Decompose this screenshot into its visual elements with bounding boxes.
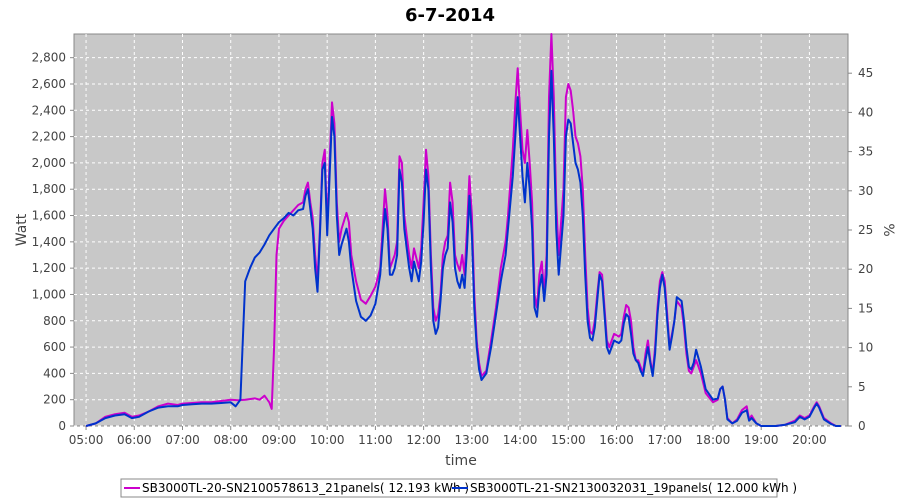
y-tick-label: 400 xyxy=(43,366,66,380)
y2-tick-label: 20 xyxy=(858,262,873,276)
x-tick-label: 10:00 xyxy=(310,433,345,447)
x-tick-label: 15:00 xyxy=(551,433,586,447)
legend-label-series-1: SB3000TL-20-SN2100578613_21panels( 12.19… xyxy=(142,481,469,495)
y2-tick-label: 10 xyxy=(858,341,873,355)
x-tick-label: 18:00 xyxy=(696,433,731,447)
x-axis: 05:00 06:00 07:00 08:00 09:00 10:00 11:00 12:00… xyxy=(69,426,827,447)
x-tick-label: 06:00 xyxy=(117,433,152,447)
series-line-2 xyxy=(85,69,841,427)
y2-tick-label: 45 xyxy=(858,66,873,80)
y2-tick-label: 40 xyxy=(858,105,873,119)
y-axis: 0 200 400 600 800 1,000 1,200 1,400 1,600 1,800 2,… xyxy=(32,51,74,433)
x-tick-label: 12:00 xyxy=(406,433,441,447)
y-tick-label: 1,800 xyxy=(32,182,66,196)
y2-tick-label: 35 xyxy=(858,145,873,159)
y-tick-label: 1,600 xyxy=(32,209,66,223)
y-tick-label: 1,400 xyxy=(32,235,66,249)
x-tick-label: 13:00 xyxy=(455,433,490,447)
y-tick-label: 200 xyxy=(43,393,66,407)
y2-tick-label: 0 xyxy=(858,419,866,433)
legend: SB3000TL-20-SN2100578613_21panels( 12.19… xyxy=(120,478,797,498)
y-tick-label: 600 xyxy=(43,340,66,354)
y-tick-label: 2,800 xyxy=(32,51,66,65)
legend-box xyxy=(120,478,778,498)
y-tick-label: 2,200 xyxy=(32,130,66,144)
y-tick-label: 2,600 xyxy=(32,77,66,91)
chart-title: 6-7-2014 xyxy=(405,5,495,26)
y-tick-label: 2,000 xyxy=(32,156,66,170)
x-tick-label: 16:00 xyxy=(599,433,634,447)
x-tick-label: 20:00 xyxy=(792,433,827,447)
y2-axis: 0 5 10 15 20 25 30 35 40 45 xyxy=(848,66,873,433)
y-tick-label: 2,400 xyxy=(32,103,66,117)
plot-area xyxy=(73,33,849,427)
y-axis-label: Watt xyxy=(14,213,30,246)
y2-axis-label: % xyxy=(880,223,896,236)
series-group xyxy=(85,33,841,427)
x-tick-label: 14:00 xyxy=(503,433,538,447)
y2-tick-label: 15 xyxy=(858,301,873,315)
x-tick-label: 07:00 xyxy=(165,433,200,447)
y2-tick-label: 5 xyxy=(858,380,866,394)
legend-label-series-2: SB3000TL-21-SN2130032031_19panels( 12.00… xyxy=(470,481,797,495)
x-tick-label: 11:00 xyxy=(358,433,393,447)
y-tick-label: 1,200 xyxy=(32,261,66,275)
x-tick-label: 05:00 xyxy=(69,433,104,447)
y2-tick-label: 25 xyxy=(858,223,873,237)
x-tick-label: 19:00 xyxy=(744,433,779,447)
y-tick-label: 1,000 xyxy=(32,287,66,301)
x-tick-label: 09:00 xyxy=(262,433,297,447)
x-tick-label: 08:00 xyxy=(213,433,248,447)
x-tick-label: 17:00 xyxy=(647,433,682,447)
y-tick-label: 0 xyxy=(58,419,66,433)
y-tick-label: 800 xyxy=(43,314,66,328)
grid-lines xyxy=(74,34,848,427)
x-axis-label: time xyxy=(445,453,477,469)
y2-tick-label: 30 xyxy=(858,184,873,198)
